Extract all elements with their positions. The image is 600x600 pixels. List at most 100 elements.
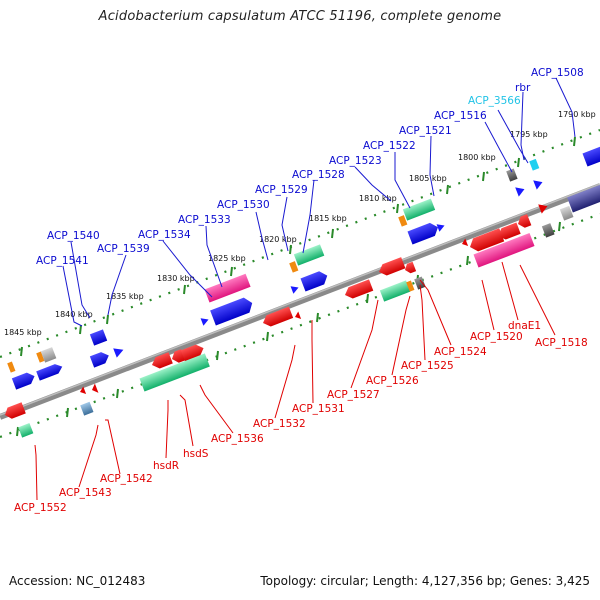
gene-box xyxy=(541,223,555,238)
gene-arrow xyxy=(300,271,328,292)
gene-box xyxy=(80,401,94,416)
gene-label: ACP_1520 xyxy=(470,331,523,343)
gene-label: ACP_1523 xyxy=(329,155,382,167)
gene-arrow xyxy=(210,297,253,326)
gene-label: ACP_1526 xyxy=(366,375,419,387)
gene-arrow xyxy=(518,214,532,228)
tick-1795: 1795 kbp xyxy=(510,130,548,139)
gene-box xyxy=(506,168,518,182)
ruler-ticks xyxy=(16,136,576,437)
reverse-ruler xyxy=(0,212,600,439)
gene-label: ACP_1552 xyxy=(14,502,67,514)
gene-box xyxy=(582,146,600,167)
topology-summary: Topology: circular; Length: 4,127,356 bp… xyxy=(260,574,590,588)
tick-1810: 1810 kbp xyxy=(359,194,397,203)
gene-label: ACP_1539 xyxy=(97,243,150,255)
gene-arrow xyxy=(80,386,87,394)
genome-backbone-highlight xyxy=(0,183,600,416)
gene-label: ACP_1521 xyxy=(399,125,452,137)
gene-box xyxy=(398,215,408,227)
gene-label: ACP_1530 xyxy=(217,199,270,211)
gene-label: hsdS xyxy=(183,448,209,460)
gene-box xyxy=(379,280,411,302)
tick-1815: 1815 kbp xyxy=(309,214,347,223)
gene-box xyxy=(18,423,34,438)
gene-box xyxy=(139,353,210,392)
tick-1790: 1790 kbp xyxy=(558,110,596,119)
gene-arrow xyxy=(295,311,302,319)
gene-box xyxy=(414,276,426,290)
gene-arrow xyxy=(200,318,209,326)
gene-box xyxy=(40,347,57,363)
gene-box xyxy=(36,351,45,363)
gene-arrow xyxy=(263,306,294,327)
gene-label: ACP_1516 xyxy=(434,110,487,122)
gene-label: ACP_1518 xyxy=(535,337,588,349)
gene-arrow xyxy=(345,279,374,299)
gene-label: hsdR xyxy=(153,460,179,472)
gene-arrow xyxy=(436,224,445,232)
gene-arrow xyxy=(533,180,543,190)
map-title: Acidobacterium capsulatum ATCC 51196, co… xyxy=(98,9,502,24)
gene-arrow xyxy=(407,222,439,245)
gene-arrow xyxy=(92,383,99,393)
gene-label: ACP_1534 xyxy=(138,229,191,241)
gene-arrow xyxy=(180,344,204,362)
gene-label: ACP_1508 xyxy=(531,67,584,79)
gene-label: ACP_1540 xyxy=(47,230,100,242)
gene-arrow xyxy=(89,352,109,368)
gene-label: ACP_1525 xyxy=(401,360,454,372)
tick-1805: 1805 kbp xyxy=(409,174,447,183)
gene-label: ACP_1543 xyxy=(59,487,112,499)
tick-1800: 1800 kbp xyxy=(458,153,496,162)
gene-label: ACP_3566 xyxy=(468,95,521,107)
reverse-leader-lines xyxy=(34,261,556,501)
gene-box xyxy=(529,158,540,171)
gene-label: ACP_1532 xyxy=(253,418,306,430)
gene-arrow xyxy=(405,261,417,274)
gene-box xyxy=(406,280,415,292)
gene-label: ACP_1542 xyxy=(100,473,153,485)
gene-box xyxy=(89,329,108,346)
forward-leader-lines xyxy=(62,77,576,327)
tick-1825: 1825 kbp xyxy=(208,254,246,263)
gene-label: ACP_1541 xyxy=(36,255,89,267)
gene-arrow xyxy=(470,228,505,252)
forward-gene-labels: ACP_1508 rbr ACP_3566 ACP_1516 ACP_1521 … xyxy=(36,67,584,267)
gene-label: ACP_1529 xyxy=(255,184,308,196)
gene-box xyxy=(567,184,600,213)
gene-arrow xyxy=(152,352,173,369)
gene-label: ACP_1527 xyxy=(327,389,380,401)
gene-label: ACP_1536 xyxy=(211,433,264,445)
gene-label: ACP_1522 xyxy=(363,140,416,152)
tick-1820: 1820 kbp xyxy=(259,235,297,244)
gene-arrow xyxy=(11,372,35,390)
tick-1835: 1835 kbp xyxy=(106,292,144,301)
gene-box xyxy=(559,205,574,221)
genome-backbone xyxy=(0,183,600,420)
gene-arrow xyxy=(538,204,548,214)
tick-1840: 1840 kbp xyxy=(55,310,93,319)
tick-1830: 1830 kbp xyxy=(157,274,195,283)
gene-box xyxy=(402,198,436,221)
gene-label: dnaE1 xyxy=(508,320,541,332)
gene-arrow xyxy=(379,257,406,276)
gene-features xyxy=(5,146,600,438)
forward-ruler xyxy=(0,128,600,359)
gene-label: ACP_1528 xyxy=(292,169,345,181)
gene-arrow xyxy=(36,364,63,381)
accession-text: Accession: NC_012483 xyxy=(9,574,146,588)
gene-box xyxy=(293,244,325,266)
gene-arrow xyxy=(515,187,525,197)
reverse-gene-labels: ACP_1518 dnaE1 ACP_1520 ACP_1524 ACP_152… xyxy=(14,320,588,514)
gene-label: ACP_1524 xyxy=(434,346,487,358)
gene-label: ACP_1531 xyxy=(292,403,345,415)
gene-arrow xyxy=(462,238,469,246)
gene-box xyxy=(289,261,299,273)
gene-label: rbr xyxy=(515,82,531,94)
gene-box xyxy=(473,232,535,268)
tick-1845: 1845 kbp xyxy=(4,328,42,337)
gene-box xyxy=(7,361,16,373)
gene-label: ACP_1533 xyxy=(178,214,231,226)
